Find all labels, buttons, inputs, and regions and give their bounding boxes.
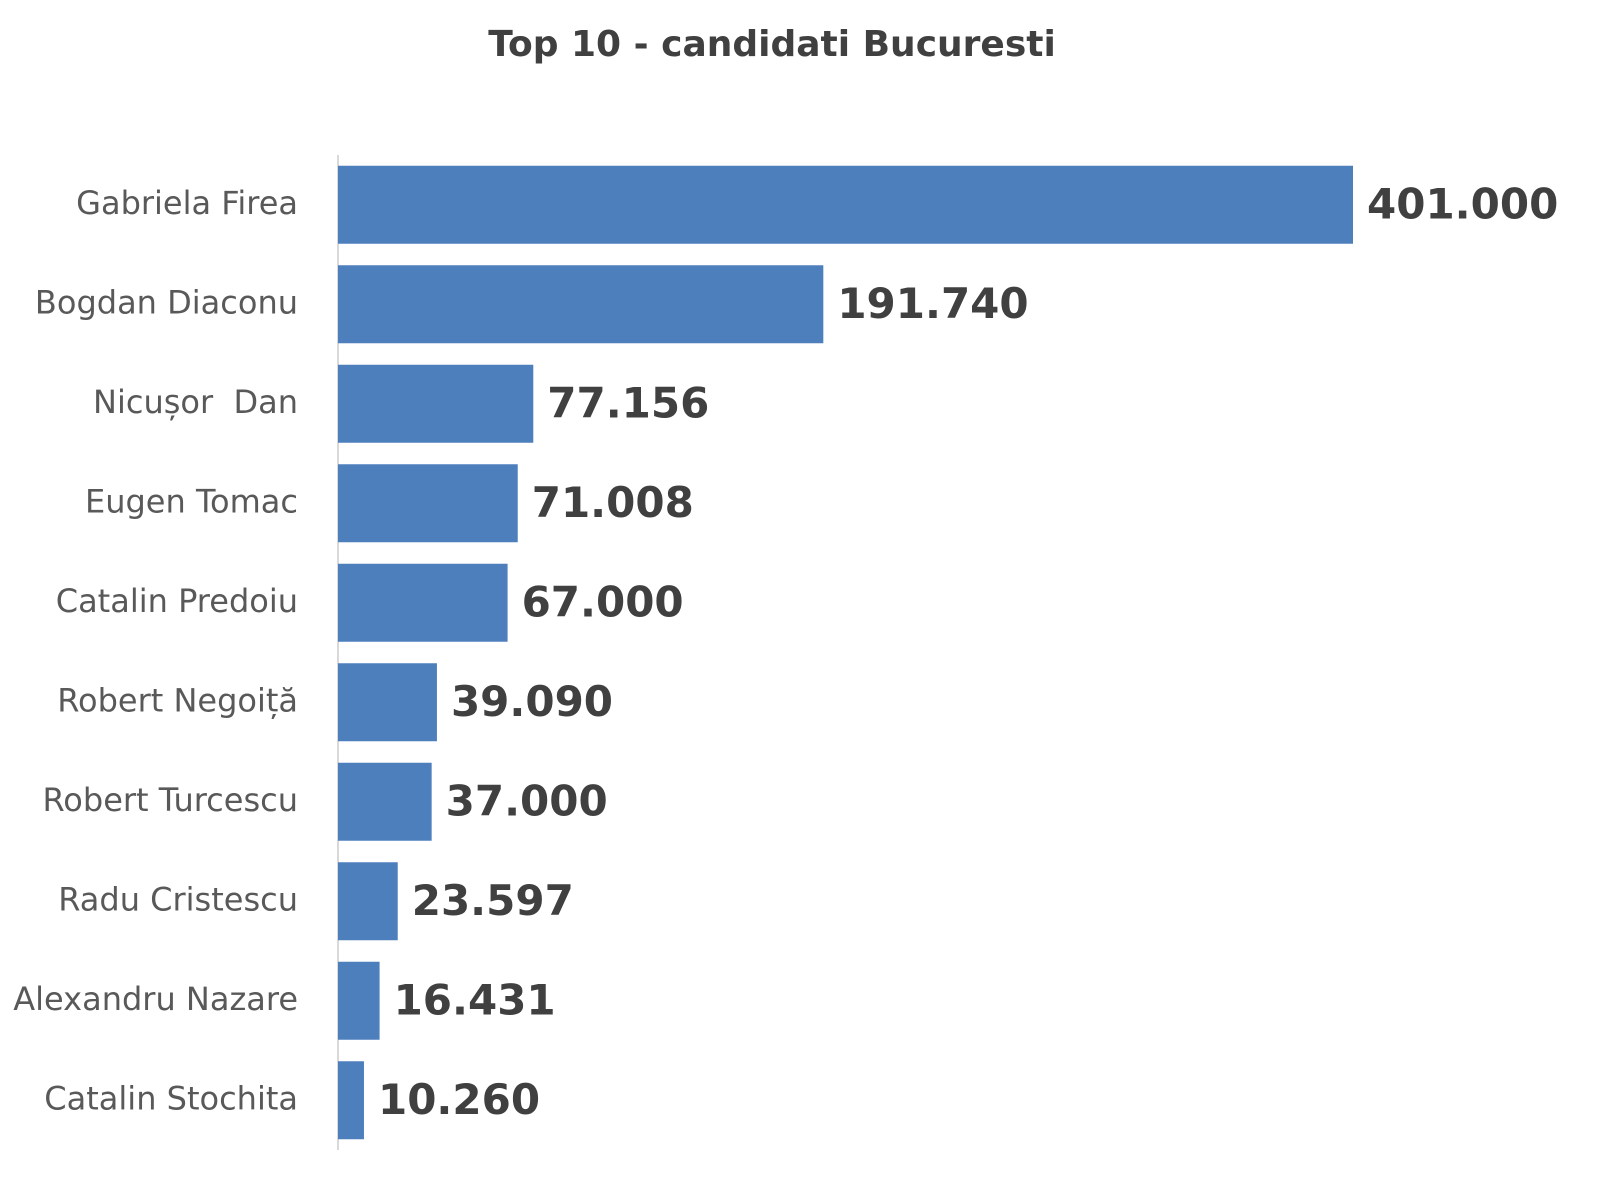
category-label: Robert Turcescu	[43, 781, 299, 819]
category-label: Robert Negoiță	[57, 681, 298, 719]
category-label: Nicușor Dan	[93, 383, 298, 421]
category-label: Alexandru Nazare	[13, 980, 298, 1018]
bar	[338, 563, 508, 642]
value-label: 23.597	[412, 876, 574, 925]
category-label: Bogdan Diaconu	[35, 283, 298, 321]
category-label: Gabriela Firea	[76, 184, 298, 222]
value-label: 77.156	[547, 378, 709, 427]
value-label: 191.740	[837, 279, 1028, 328]
bar	[338, 364, 534, 443]
bar	[338, 663, 437, 742]
bar	[338, 165, 1353, 244]
value-label: 16.431	[394, 975, 556, 1024]
category-label: Catalin Predoiu	[56, 582, 298, 620]
value-label: 10.260	[378, 1075, 540, 1124]
bar	[338, 961, 380, 1040]
bar	[338, 265, 824, 344]
value-label: 39.090	[451, 677, 613, 726]
bar	[338, 1061, 364, 1140]
bar	[338, 862, 398, 941]
chart-title: Top 10 - candidati Bucuresti	[488, 24, 1056, 65]
value-label: 401.000	[1367, 179, 1558, 228]
value-label: 37.000	[446, 776, 608, 825]
category-label: Catalin Stochita	[44, 1079, 298, 1117]
category-label: Radu Cristescu	[58, 880, 298, 918]
bar	[338, 464, 518, 543]
category-label: Eugen Tomac	[85, 482, 298, 520]
value-label: 67.000	[522, 577, 684, 626]
bar	[338, 762, 432, 841]
value-label: 71.008	[532, 478, 694, 527]
